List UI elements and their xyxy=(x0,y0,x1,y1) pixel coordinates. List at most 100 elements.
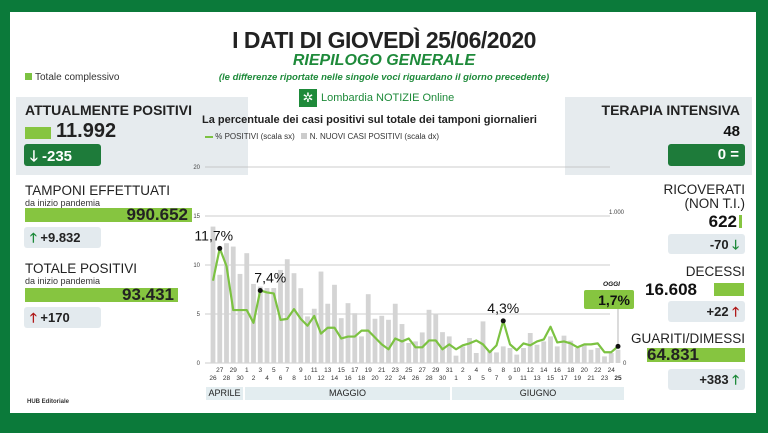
tamponi-label: TAMPONI EFFETTUATI xyxy=(25,183,170,198)
bar xyxy=(271,288,277,363)
bar xyxy=(311,308,317,363)
bar xyxy=(453,355,459,363)
x-tick-label: 26 xyxy=(412,375,420,382)
decessi-bar xyxy=(714,283,744,296)
bar xyxy=(338,318,344,363)
tamponi-sub: da inizio pandemia xyxy=(25,198,101,208)
tamponi-value: 990.652 xyxy=(126,205,188,224)
legend-total-label: Totale complessivo xyxy=(35,72,120,83)
bar xyxy=(392,303,398,363)
x-tick-label: 6 xyxy=(279,375,283,382)
x-tick-label: 2 xyxy=(252,375,256,382)
left-axis-tick: 0 xyxy=(197,361,201,367)
x-tick-label: 15 xyxy=(547,375,555,382)
legend-total: Totale complessivo xyxy=(25,72,119,83)
annotation-label: 11,7% xyxy=(194,227,233,243)
totale-positivi-value: 93.431 xyxy=(122,285,174,304)
x-tick-label: 22 xyxy=(385,375,393,382)
x-tick-label: 8 xyxy=(292,375,296,382)
x-tick-label: 25 xyxy=(614,375,622,382)
x-tick-label: 20 xyxy=(581,367,589,374)
bar xyxy=(500,346,506,363)
bar xyxy=(446,336,452,363)
x-tick-label: 5 xyxy=(481,375,485,382)
delta-value: -235 xyxy=(41,148,73,165)
left-axis-tick: 10 xyxy=(193,263,200,269)
x-tick-label: 6 xyxy=(488,367,492,374)
legend-swatch xyxy=(25,73,32,80)
arrow-down-icon: 🡓 xyxy=(30,148,38,165)
ricoverati-bar xyxy=(739,215,742,228)
decessi-value: 16.608 xyxy=(645,280,697,299)
page-subtitle: RIEPILOGO GENERALE xyxy=(292,52,476,69)
bar xyxy=(534,344,540,363)
decessi-delta: +22 🡑 xyxy=(668,301,745,322)
bar xyxy=(595,348,601,363)
attualmente-positivi-delta: 🡓 -235 xyxy=(24,144,101,166)
x-tick-label: 24 xyxy=(608,367,616,374)
delta-value: -70 xyxy=(709,237,729,252)
today-label: OGGI xyxy=(603,281,620,288)
attualmente-positivi-value: 11.992 xyxy=(56,120,117,142)
bar xyxy=(399,324,405,363)
tamponi-delta: 🡑 +9.832 xyxy=(24,227,101,248)
chart-title: La percentuale dei casi positivi sul tot… xyxy=(202,114,537,126)
x-tick-label: 10 xyxy=(304,375,312,382)
bar xyxy=(264,288,270,363)
bar xyxy=(561,335,567,363)
x-tick-label: 13 xyxy=(533,375,541,382)
x-tick-label: 3 xyxy=(468,375,472,382)
x-tick-label: 10 xyxy=(513,367,521,374)
x-tick-label: 7 xyxy=(495,375,499,382)
arrow-up-icon: 🡑 xyxy=(30,310,37,325)
annotation-label: 4,3% xyxy=(487,300,519,316)
chart-legend: % POSITIVI (scala sx) N. NUOVI CASI POSI… xyxy=(205,132,439,141)
bar xyxy=(257,286,263,363)
x-tick-label: 12 xyxy=(317,375,325,382)
bar xyxy=(217,274,223,363)
bar xyxy=(460,346,466,363)
delta-value: +383 xyxy=(699,372,729,387)
ricoverati-value: 622 xyxy=(708,212,737,231)
bar xyxy=(581,344,587,363)
bar xyxy=(284,259,290,363)
legend-bar-swatch xyxy=(301,133,308,139)
left-axis-tick: 15 xyxy=(193,214,200,220)
bar xyxy=(244,253,250,363)
bar xyxy=(345,303,351,363)
bar xyxy=(318,271,324,363)
tamponi-bar: 990.652 xyxy=(25,205,192,224)
x-tick-label: 28 xyxy=(425,375,433,382)
x-tick-label: 4 xyxy=(265,375,269,382)
x-tick-label: 3 xyxy=(258,367,262,374)
today-dot xyxy=(615,343,621,349)
attualmente-positivi-label: ATTUALMENTE POSITIVI xyxy=(25,102,192,118)
annotation-dot xyxy=(500,318,506,324)
left-axis-tick: 5 xyxy=(197,312,201,318)
bar xyxy=(352,313,358,363)
bar xyxy=(494,352,499,363)
arrow-up-icon: 🡑 xyxy=(732,372,739,387)
x-tick-label: 26 xyxy=(209,375,217,382)
x-tick-label: 15 xyxy=(338,367,346,374)
x-tick-label: 23 xyxy=(392,367,400,374)
x-tick-label: 11 xyxy=(311,367,318,374)
delta-value: +22 xyxy=(706,304,729,319)
x-tick-label: 4 xyxy=(474,367,478,374)
legend-line-label: % POSITIVI (scala sx) xyxy=(215,132,295,141)
logo: ✲ Lombardia NOTIZIE Online xyxy=(299,89,454,107)
x-tick-label: 17 xyxy=(351,367,359,374)
x-tick-label: 29 xyxy=(432,367,440,374)
x-tick-label: 31 xyxy=(446,367,454,374)
right-axis-tick: 0 xyxy=(623,361,627,367)
x-tick-label: 12 xyxy=(527,367,535,374)
x-tick-label: 30 xyxy=(236,375,244,382)
legend-bar-label: N. NUOVI CASI POSITIVI (scala dx) xyxy=(309,132,440,141)
bar xyxy=(298,288,304,363)
terapia-delta: 0 = xyxy=(668,144,745,166)
ricoverati-delta: -70 🡓 xyxy=(668,234,745,254)
bar xyxy=(359,336,364,363)
month-label: GIUGNO xyxy=(452,387,624,400)
x-tick-label: 17 xyxy=(560,375,568,382)
left-axis-tick: 20 xyxy=(193,165,200,171)
